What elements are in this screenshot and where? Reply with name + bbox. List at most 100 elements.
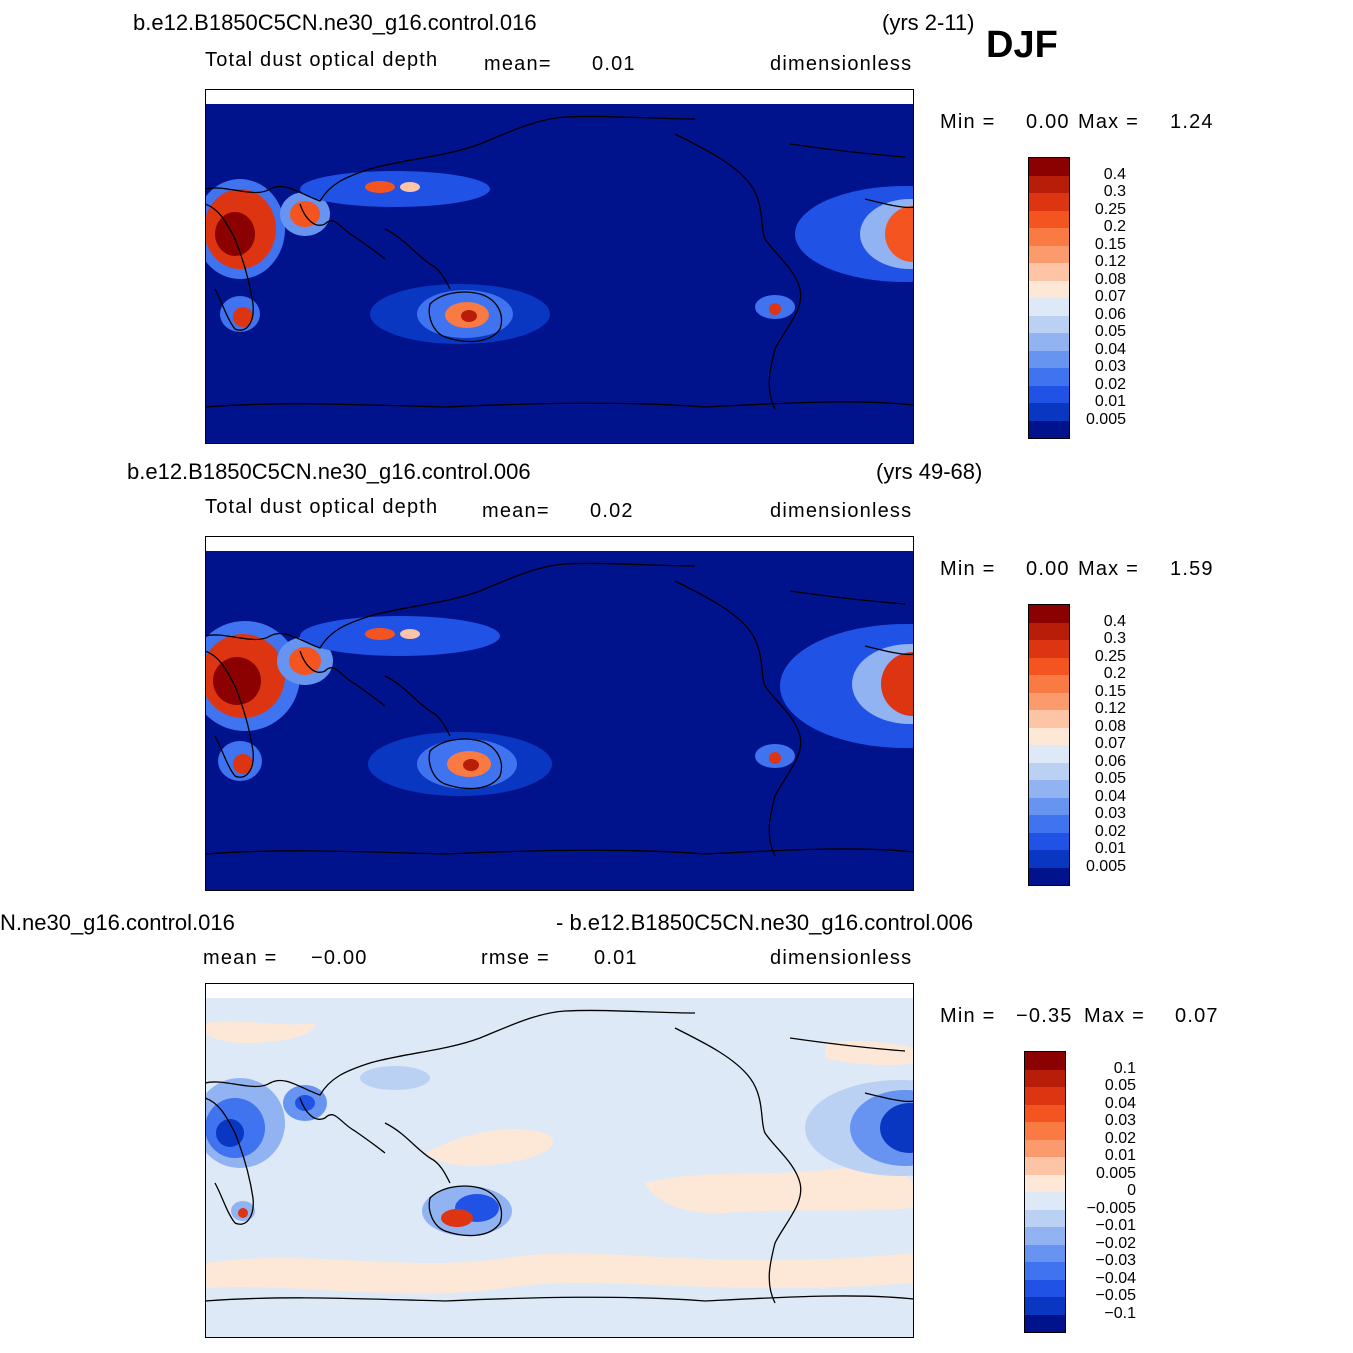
colorbar-level-label: 0.2 xyxy=(1103,218,1126,235)
panel2-coastlines xyxy=(205,562,914,857)
colorbar-swatch xyxy=(1025,1157,1065,1175)
colorbar-swatch xyxy=(1029,605,1069,623)
panel3-mean-value: −0.00 xyxy=(311,947,368,969)
panel3-max-value: 0.07 xyxy=(1175,1005,1219,1027)
colorbar-swatch xyxy=(1029,315,1069,333)
panel1-dust-field xyxy=(205,171,914,344)
panel1-map xyxy=(205,89,914,444)
colorbar-level-label: 0.005 xyxy=(1095,1164,1136,1182)
colorbar-level-label: 0.06 xyxy=(1094,305,1126,323)
panel3-units: dimensionless xyxy=(770,947,913,969)
colorbar-level-label: 0.05 xyxy=(1094,770,1126,787)
panel3-rmse-value: 0.01 xyxy=(594,947,638,969)
colorbar-level-label: 0.08 xyxy=(1094,270,1126,288)
colorbar-level-label: 0.05 xyxy=(1104,1077,1136,1094)
colorbar-swatch xyxy=(1029,657,1069,675)
colorbar-level-label: 0.15 xyxy=(1094,682,1126,700)
colorbar-swatch xyxy=(1029,210,1069,228)
colorbar-level-label: 0.12 xyxy=(1094,700,1126,717)
panel3-coastlines xyxy=(205,1009,914,1304)
colorbar-level-label: 0.07 xyxy=(1094,735,1126,752)
colorbar-level-label: 0.02 xyxy=(1094,375,1126,393)
colorbar-level-label: 0.25 xyxy=(1094,200,1126,218)
colorbar-swatch xyxy=(1029,333,1069,351)
colorbar-swatch xyxy=(1025,1244,1065,1262)
panel2-mean-label: mean= xyxy=(482,500,550,522)
colorbar-swatch xyxy=(1025,1262,1065,1280)
panel2-dust-field xyxy=(205,616,914,796)
colorbar-level-label: 0.2 xyxy=(1103,665,1126,682)
panel3-diff-field xyxy=(205,1021,914,1294)
colorbar-level-label: 0.15 xyxy=(1094,235,1126,253)
colorbar-level-label: 0.1 xyxy=(1113,1059,1136,1077)
colorbar-swatch xyxy=(1029,350,1069,368)
colorbar-swatch xyxy=(1029,832,1069,850)
colorbar-level-label: 0.01 xyxy=(1094,840,1126,857)
colorbar-swatch xyxy=(1025,1139,1065,1157)
colorbar-level-label: 0.12 xyxy=(1094,253,1126,270)
colorbar-swatch xyxy=(1029,298,1069,316)
colorbar-swatch xyxy=(1029,727,1069,745)
colorbar-swatch xyxy=(1025,1209,1065,1227)
colorbar-swatch xyxy=(1029,640,1069,658)
colorbar-swatch xyxy=(1029,850,1069,868)
colorbar-swatch xyxy=(1029,622,1069,640)
colorbar-level-label: 0.03 xyxy=(1094,358,1126,375)
colorbar-level-label: −0.01 xyxy=(1095,1217,1136,1234)
colorbar-swatch xyxy=(1029,692,1069,710)
colorbar-level-label: 0 xyxy=(1127,1182,1136,1199)
colorbar-level-label: 0.3 xyxy=(1103,183,1126,200)
colorbar-level-label: 0.01 xyxy=(1094,393,1126,410)
panel1-max-value: 1.24 xyxy=(1170,111,1214,133)
colorbar-swatch xyxy=(1029,867,1069,885)
colorbar-level-label: 0.08 xyxy=(1094,717,1126,735)
panel1-case-label: b.e12.B1850C5CN.ne30_g16.control.016 xyxy=(133,10,537,35)
colorbar-level-label: 0.07 xyxy=(1094,288,1126,305)
panel1-min-value: 0.00 xyxy=(1026,111,1070,133)
colorbar-swatch xyxy=(1029,762,1069,780)
panel3-colorbar xyxy=(1024,1051,1066,1333)
colorbar-level-label: 0.25 xyxy=(1094,647,1126,665)
colorbar-swatch xyxy=(1029,745,1069,763)
panel2-colorbar-labels: 0.4 0.3 0.25 0.2 0.15 0.12 0.08 0.07 0.06 0.05 0.0… xyxy=(1072,604,1126,884)
colorbar-swatch xyxy=(1029,193,1069,211)
panel3-mean-label: mean = xyxy=(203,947,278,969)
panel2-background-field xyxy=(205,551,914,891)
panel2-min-label: Min = xyxy=(940,558,996,580)
colorbar-swatch xyxy=(1025,1174,1065,1192)
colorbar-level-label: −0.05 xyxy=(1095,1287,1136,1304)
colorbar-level-label: 0.04 xyxy=(1104,1094,1136,1112)
colorbar-level-label: 0.005 xyxy=(1085,857,1126,875)
colorbar-swatch xyxy=(1029,228,1069,246)
colorbar-swatch xyxy=(1029,158,1069,176)
colorbar-level-label: −0.03 xyxy=(1095,1252,1136,1269)
colorbar-swatch xyxy=(1029,280,1069,298)
colorbar-level-label: −0.04 xyxy=(1095,1269,1136,1287)
colorbar-swatch xyxy=(1025,1069,1065,1087)
colorbar-swatch xyxy=(1025,1122,1065,1140)
colorbar-swatch xyxy=(1025,1087,1065,1105)
colorbar-level-label: 0.04 xyxy=(1094,787,1126,805)
colorbar-level-label: 0.02 xyxy=(1104,1129,1136,1147)
panel2-min-value: 0.00 xyxy=(1026,558,1070,580)
colorbar-level-label: 0.4 xyxy=(1103,612,1126,630)
colorbar-level-label: 0.01 xyxy=(1104,1147,1136,1164)
colorbar-swatch xyxy=(1029,815,1069,833)
colorbar-swatch xyxy=(1029,385,1069,403)
panel1-mean-value: 0.01 xyxy=(592,53,636,75)
colorbar-swatch xyxy=(1029,245,1069,263)
colorbar-swatch xyxy=(1025,1104,1065,1122)
panel3-min-label: Min = xyxy=(940,1005,996,1027)
panel2-mean-value: 0.02 xyxy=(590,500,634,522)
colorbar-level-label: 0.05 xyxy=(1094,323,1126,340)
panel3-max-label: Max = xyxy=(1084,1005,1146,1027)
colorbar-level-label: 0.06 xyxy=(1094,752,1126,770)
colorbar-swatch xyxy=(1029,710,1069,728)
colorbar-level-label: −0.005 xyxy=(1086,1199,1136,1217)
panel2-max-label: Max = xyxy=(1078,558,1140,580)
colorbar-level-label: 0.03 xyxy=(1094,805,1126,822)
panel3-rmse-label: rmse = xyxy=(481,947,550,969)
panel2-colorbar xyxy=(1028,604,1070,886)
panel1-min-label: Min = xyxy=(940,111,996,133)
panel1-units: dimensionless xyxy=(770,53,913,75)
